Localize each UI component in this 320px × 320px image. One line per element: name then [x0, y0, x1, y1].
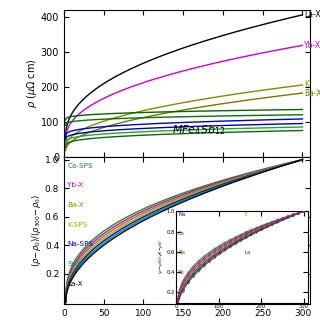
Y-axis label: $\rho$ ($\mu\Omega$ cm): $\rho$ ($\mu\Omega$ cm) — [25, 58, 39, 108]
Text: Yb-X: Yb-X — [304, 41, 320, 50]
Text: Ca-SPS: Ca-SPS — [67, 163, 93, 169]
Text: K: K — [304, 80, 309, 90]
Text: La-X: La-X — [304, 10, 320, 19]
Text: Ba-X: Ba-X — [67, 202, 84, 208]
Text: Sr-X: Sr-X — [67, 261, 82, 267]
Text: K-SPS: K-SPS — [67, 222, 87, 228]
Text: La-X: La-X — [67, 281, 83, 287]
Y-axis label: $(\rho\!-\!\rho_0)/(\rho_{300}\!-\!\rho_0)$: $(\rho\!-\!\rho_0)/(\rho_{300}\!-\!\rho_… — [30, 194, 44, 267]
Text: Yb-X: Yb-X — [67, 182, 84, 188]
Text: Ba-X: Ba-X — [304, 89, 320, 98]
Text: $MFe_4Sb_{12}$: $MFe_4Sb_{12}$ — [172, 124, 226, 137]
Text: Na-SPS: Na-SPS — [67, 241, 93, 247]
